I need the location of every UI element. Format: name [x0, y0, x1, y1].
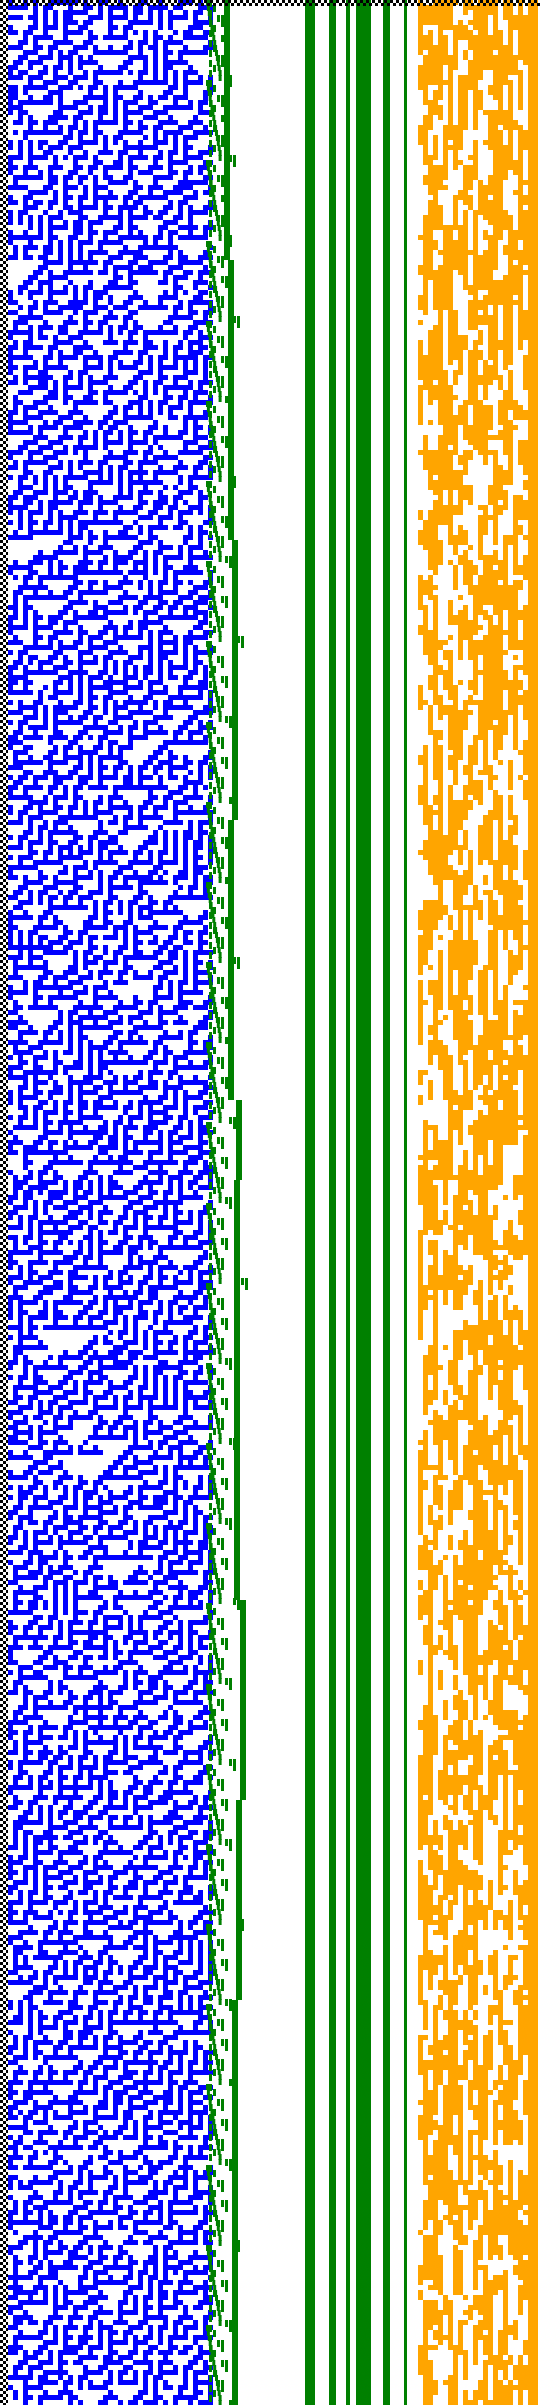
- dotted-top-border: [0, 0, 540, 6]
- orange-noise-panel: [418, 0, 540, 2405]
